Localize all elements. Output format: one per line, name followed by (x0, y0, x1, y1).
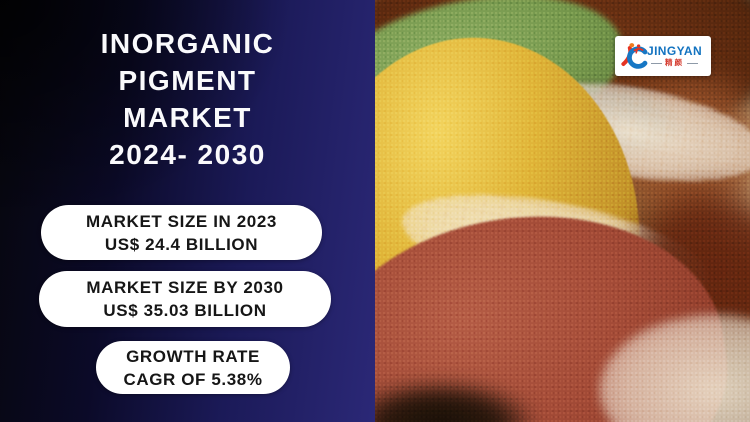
page-title: INORGANIC PIGMENT MARKET 2024- 2030 (0, 25, 375, 173)
stat-value: CAGR OF 5.38% (123, 369, 263, 389)
stat-pill-growth-rate: GROWTH RATE CAGR OF 5.38% (96, 341, 290, 394)
stat-label: GROWTH RATE (126, 346, 260, 366)
logo-sub-row: 精颜 (651, 58, 699, 67)
stat-pill-market-size-2030: MARKET SIZE BY 2030 US$ 35.03 BILLION (39, 271, 331, 327)
jingyan-logo-icon (621, 43, 648, 69)
logo-dash-right (687, 62, 699, 64)
title-line-4: 2024- 2030 (109, 139, 266, 170)
logo-text-block: JINGYAN 精颜 (647, 45, 702, 67)
stat-pill-market-size-2023: MARKET SIZE IN 2023 US$ 24.4 BILLION (41, 205, 322, 260)
stat-value: US$ 24.4 BILLION (104, 234, 259, 254)
stat-label: MARKET SIZE IN 2023 (86, 211, 277, 231)
title-line-1: INORGANIC (100, 28, 275, 59)
stat-value: US$ 35.03 BILLION (103, 301, 267, 320)
logo-chinese-name: 精颜 (665, 58, 685, 67)
stat-label: MARKET SIZE BY 2030 (86, 278, 284, 297)
jingyan-logo-card: JINGYAN 精颜 (615, 36, 711, 76)
title-line-3: MARKET (123, 102, 252, 133)
logo-brand-name: JINGYAN (647, 44, 703, 58)
logo-dash-left (651, 62, 663, 64)
title-line-2: PIGMENT (118, 65, 257, 96)
left-info-panel: INORGANIC PIGMENT MARKET 2024- 2030 MARK… (0, 0, 375, 422)
